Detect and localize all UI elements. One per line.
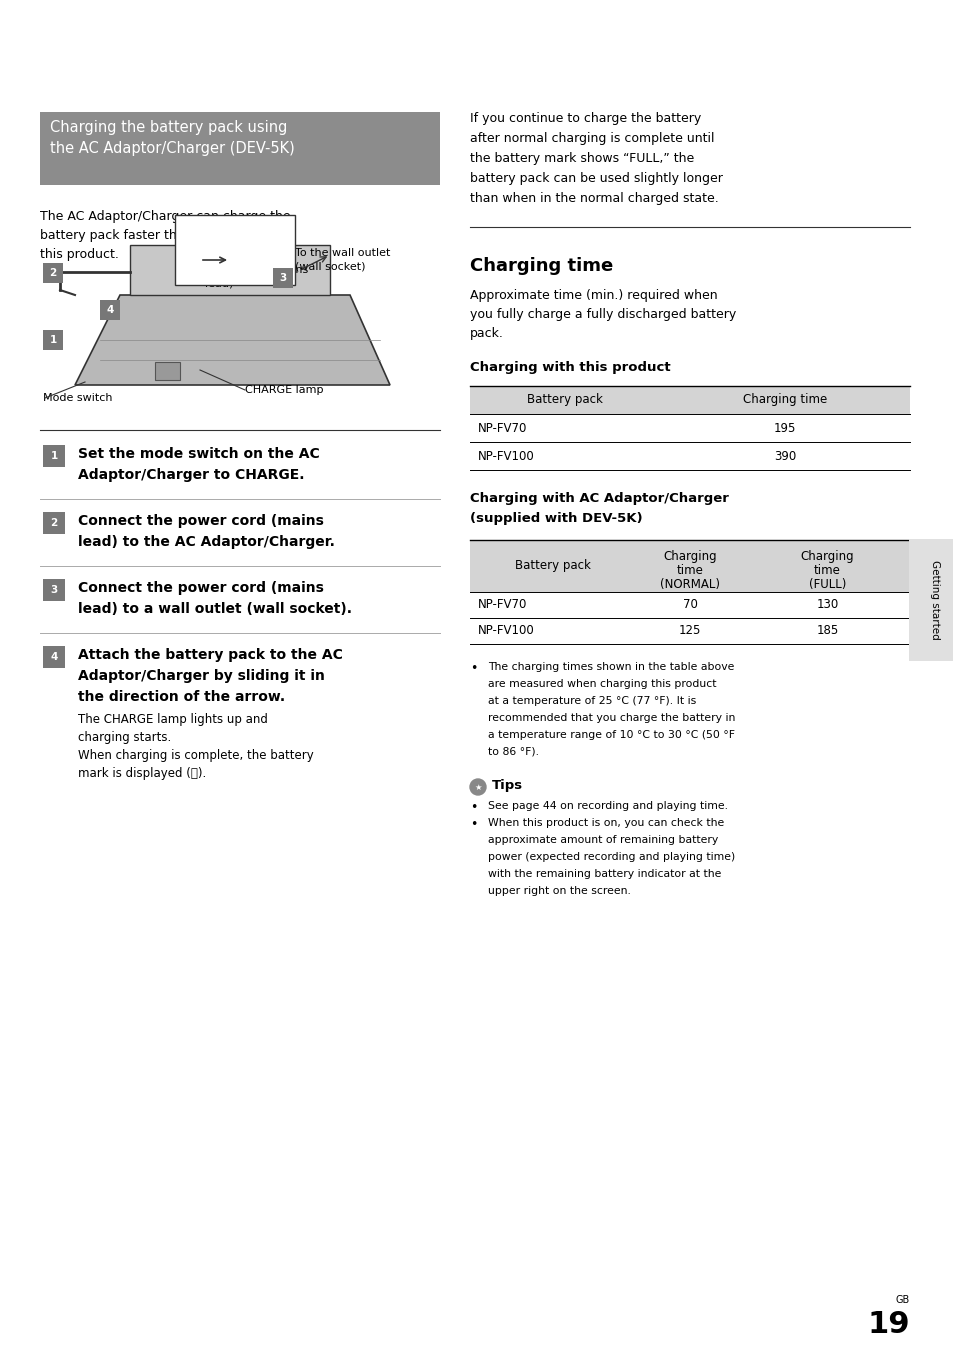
Text: Getting started: Getting started: [929, 560, 939, 641]
Text: 125: 125: [679, 624, 700, 638]
Text: Charging time: Charging time: [470, 256, 613, 275]
Bar: [100, 300, 120, 320]
Text: Set the mode switch on the AC: Set the mode switch on the AC: [78, 446, 319, 461]
Bar: [470, 385, 909, 414]
Text: The CHARGE lamp lights up and: The CHARGE lamp lights up and: [78, 712, 268, 726]
Circle shape: [470, 779, 485, 795]
Text: at a temperature of 25 °C (77 °F). It is: at a temperature of 25 °C (77 °F). It is: [488, 696, 696, 706]
Text: power (expected recording and playing time): power (expected recording and playing ti…: [488, 852, 735, 862]
Bar: [40, 113, 439, 185]
Text: after normal charging is complete until: after normal charging is complete until: [470, 132, 714, 145]
Text: NP-FV100: NP-FV100: [477, 449, 535, 463]
Text: When charging is complete, the battery: When charging is complete, the battery: [78, 749, 314, 763]
Text: 185: 185: [816, 624, 838, 638]
Text: 195: 195: [773, 422, 796, 434]
Text: 70: 70: [681, 598, 697, 612]
Text: NP-FV100: NP-FV100: [477, 624, 535, 638]
Text: Tips: Tips: [492, 779, 522, 792]
Text: The charging times shown in the table above: The charging times shown in the table ab…: [488, 662, 734, 672]
Text: 2: 2: [50, 267, 56, 278]
Text: NP-FV70: NP-FV70: [477, 422, 527, 434]
Text: 3: 3: [279, 273, 286, 284]
Bar: [174, 214, 294, 285]
Text: 130: 130: [816, 598, 838, 612]
Bar: [470, 540, 909, 592]
Text: Charging with AC Adaptor/Charger: Charging with AC Adaptor/Charger: [470, 493, 728, 505]
Text: •: •: [470, 662, 476, 674]
Text: to 86 °F).: to 86 °F).: [488, 746, 538, 757]
Text: 3: 3: [51, 585, 57, 594]
Bar: [154, 362, 180, 380]
Text: Charging time: Charging time: [742, 394, 826, 407]
Text: To the wall outlet
(wall socket): To the wall outlet (wall socket): [294, 248, 390, 271]
Text: Charging: Charging: [662, 550, 716, 563]
Bar: [130, 246, 330, 294]
Text: recommended that you charge the battery in: recommended that you charge the battery …: [488, 712, 735, 723]
Text: the battery mark shows “FULL,” the: the battery mark shows “FULL,” the: [470, 152, 694, 166]
Text: mark is displayed (⧗).: mark is displayed (⧗).: [78, 767, 206, 780]
Text: Adaptor/Charger by sliding it in: Adaptor/Charger by sliding it in: [78, 669, 325, 683]
Text: approximate amount of remaining battery: approximate amount of remaining battery: [488, 835, 718, 845]
Text: The AC Adaptor/Charger can charge the: The AC Adaptor/Charger can charge the: [40, 210, 291, 223]
Bar: [43, 512, 65, 535]
Text: with the remaining battery indicator at the: with the remaining battery indicator at …: [488, 868, 720, 879]
Text: time: time: [676, 565, 702, 577]
Text: Charging with this product: Charging with this product: [470, 361, 670, 375]
Text: When this product is on, you can check the: When this product is on, you can check t…: [488, 818, 723, 828]
Text: Connect the power cord (mains: Connect the power cord (mains: [78, 581, 323, 594]
Text: the direction of the arrow.: the direction of the arrow.: [78, 689, 285, 704]
Bar: [43, 263, 63, 284]
Bar: [273, 267, 293, 288]
Text: CHARGE lamp: CHARGE lamp: [245, 385, 323, 395]
Text: Mode switch: Mode switch: [43, 394, 112, 403]
Text: •: •: [470, 801, 476, 814]
Text: Battery pack: Battery pack: [526, 394, 602, 407]
Bar: [43, 330, 63, 350]
Text: Adaptor/Charger to CHARGE.: Adaptor/Charger to CHARGE.: [78, 468, 304, 482]
Text: (supplied with DEV-5K): (supplied with DEV-5K): [470, 512, 642, 525]
Text: lead) to a wall outlet (wall socket).: lead) to a wall outlet (wall socket).: [78, 603, 352, 616]
Text: Battery pack: Battery pack: [514, 559, 590, 573]
Text: If you continue to charge the battery: If you continue to charge the battery: [470, 113, 700, 125]
Text: charging starts.: charging starts.: [78, 731, 172, 744]
Text: See page 44 on recording and playing time.: See page 44 on recording and playing tim…: [488, 801, 727, 811]
Polygon shape: [75, 294, 390, 385]
Text: pack.: pack.: [470, 327, 503, 341]
Text: battery pack can be used slightly longer: battery pack can be used slightly longer: [470, 172, 722, 185]
Text: 19: 19: [866, 1310, 909, 1339]
Bar: [43, 445, 65, 467]
Text: NP-FV70: NP-FV70: [477, 598, 527, 612]
Text: Attach the battery pack to the AC: Attach the battery pack to the AC: [78, 649, 342, 662]
Text: •: •: [470, 818, 476, 830]
Text: GB: GB: [895, 1295, 909, 1305]
Bar: [43, 579, 65, 601]
Text: (NORMAL): (NORMAL): [659, 578, 720, 592]
Text: lead) to the AC Adaptor/Charger.: lead) to the AC Adaptor/Charger.: [78, 535, 335, 550]
Text: upper right on the screen.: upper right on the screen.: [488, 886, 630, 896]
Text: 4: 4: [51, 651, 57, 662]
Text: 2: 2: [51, 518, 57, 528]
Text: (FULL): (FULL): [808, 578, 845, 592]
Text: 1: 1: [51, 451, 57, 461]
Text: Power cord (mains
lead): Power cord (mains lead): [205, 265, 308, 288]
Text: 1: 1: [50, 335, 56, 345]
Text: time: time: [813, 565, 840, 577]
Text: Approximate time (min.) required when: Approximate time (min.) required when: [470, 289, 717, 303]
Bar: [43, 646, 65, 668]
Text: Charging the battery pack using
the AC Adaptor/Charger (DEV-5K): Charging the battery pack using the AC A…: [50, 119, 294, 156]
Text: you fully charge a fully discharged battery: you fully charge a fully discharged batt…: [470, 308, 736, 322]
Text: ★: ★: [474, 783, 481, 791]
Text: 4: 4: [106, 305, 113, 315]
Text: Charging: Charging: [800, 550, 854, 563]
Text: 390: 390: [773, 449, 796, 463]
Text: than when in the normal charged state.: than when in the normal charged state.: [470, 191, 718, 205]
Text: this product.: this product.: [40, 248, 119, 261]
Text: are measured when charging this product: are measured when charging this product: [488, 678, 716, 689]
Text: a temperature range of 10 °C to 30 °C (50 °F: a temperature range of 10 °C to 30 °C (5…: [488, 730, 734, 740]
Text: Connect the power cord (mains: Connect the power cord (mains: [78, 514, 323, 528]
Text: battery pack faster than charging it with: battery pack faster than charging it wit…: [40, 229, 294, 242]
